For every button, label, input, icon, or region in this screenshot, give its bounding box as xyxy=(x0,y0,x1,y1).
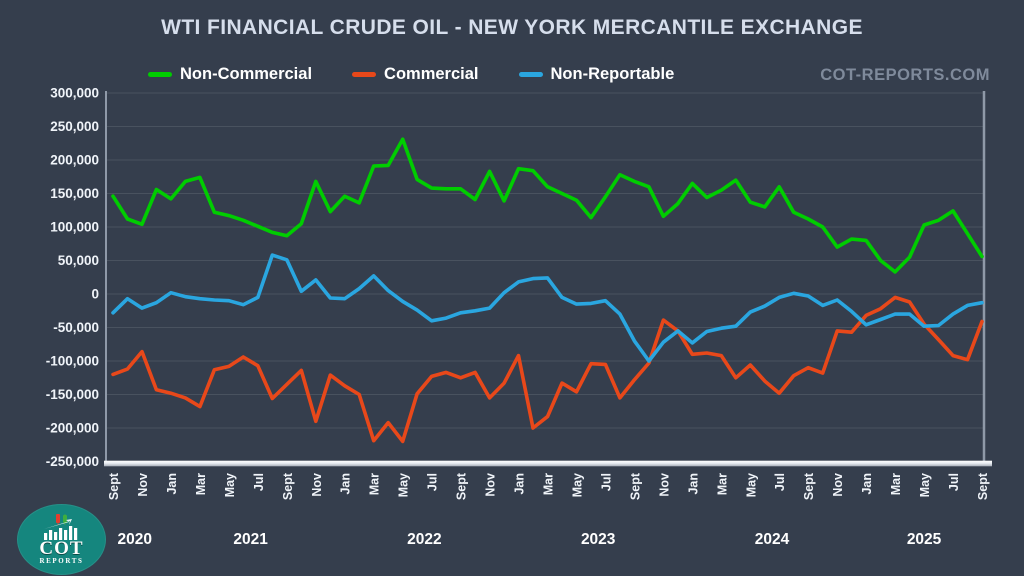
x-tick-label: Mar xyxy=(368,473,382,495)
legend: Non-Commercial Commercial Non-Reportable xyxy=(148,65,674,84)
x-tick-label: May xyxy=(397,473,411,497)
y-axis-label: 50,000 xyxy=(58,253,99,268)
legend-label-non-reportable: Non-Reportable xyxy=(550,65,675,83)
x-tick-label: Sept xyxy=(281,472,295,500)
y-axis-label: 0 xyxy=(91,287,99,302)
x-tick-label: May xyxy=(223,473,237,497)
chart-title: WTI FINANCIAL CRUDE OIL - NEW YORK MERCA… xyxy=(161,16,863,39)
y-axis-label: 200,000 xyxy=(50,153,99,168)
logo-text-reports: REPORTS xyxy=(39,556,84,565)
x-tick-label: Jan xyxy=(165,473,179,495)
x-tick-label: Jan xyxy=(339,473,353,495)
y-axis-label: 300,000 xyxy=(50,86,99,101)
legend-swatch-non-reportable xyxy=(518,72,543,77)
x-tick-label: Mar xyxy=(889,473,903,495)
y-axis-label: -100,000 xyxy=(46,354,99,369)
x-tick-label: Mar xyxy=(194,473,208,495)
x-tick-label: Sept xyxy=(802,472,816,500)
x-tick-label: Nov xyxy=(310,473,324,497)
y-axis-label: 150,000 xyxy=(50,186,99,201)
x-tick-label: Nov xyxy=(831,473,845,497)
legend-swatch-non-commercial xyxy=(148,72,172,77)
legend-item-commercial: Commercial xyxy=(352,65,479,84)
year-label: 2021 xyxy=(233,531,268,548)
year-label: 2025 xyxy=(907,531,942,548)
x-tick-label: Mar xyxy=(542,473,556,495)
x-tick-label: Nov xyxy=(136,473,150,497)
series-line-non-reportable xyxy=(111,253,984,363)
legend-item-non-commercial: Non-Commercial xyxy=(148,65,312,84)
logo-chart-icon xyxy=(43,513,77,540)
x-tick-label: Jul xyxy=(252,473,266,491)
logo: COT REPORTS xyxy=(17,504,106,575)
y-axis-label: -150,000 xyxy=(46,387,99,402)
year-label: 2023 xyxy=(581,531,616,548)
x-tick-label: May xyxy=(570,473,584,497)
legend-label-non-commercial: Non-Commercial xyxy=(180,65,313,83)
x-tick-label: May xyxy=(744,473,758,497)
x-tick-label: Nov xyxy=(657,473,671,497)
x-tick-label: May xyxy=(918,473,932,497)
y-axis-label: -50,000 xyxy=(53,320,99,335)
year-label: 2024 xyxy=(755,531,790,548)
x-tick-label: Nov xyxy=(484,473,498,497)
legend-label-commercial: Commercial xyxy=(384,65,479,83)
logo-text-cot: COT xyxy=(39,537,84,559)
x-tick-label: Jul xyxy=(947,473,961,491)
year-label: 2022 xyxy=(407,531,441,548)
x-axis-bar xyxy=(104,460,992,467)
x-tick-label: Sept xyxy=(107,472,121,500)
year-label: 2020 xyxy=(117,531,151,548)
x-tick-label: Jul xyxy=(599,473,613,491)
series-line-non-commercial xyxy=(111,137,984,274)
x-tick-label: Jan xyxy=(860,473,874,495)
x-tick-label: Jan xyxy=(686,473,700,495)
x-tick-label: Sept xyxy=(455,472,469,500)
x-tick-label: Mar xyxy=(715,473,729,495)
y-axis-label: -250,000 xyxy=(46,454,99,469)
x-tick-label: Jan xyxy=(513,473,527,495)
series-line-commercial xyxy=(111,295,984,444)
x-tick-label: Jul xyxy=(773,473,787,491)
legend-item-non-reportable: Non-Reportable xyxy=(518,65,675,84)
y-axis-label: 250,000 xyxy=(50,119,99,134)
x-tick-label: Jul xyxy=(426,473,440,491)
y-axis-label: 100,000 xyxy=(50,220,99,235)
legend-swatch-commercial xyxy=(352,72,377,77)
x-tick-label: Sept xyxy=(976,472,990,500)
x-tick-label: Sept xyxy=(628,472,642,500)
watermark: COT-REPORTS.COM xyxy=(820,66,990,84)
y-axis-label: -200,000 xyxy=(46,421,99,436)
